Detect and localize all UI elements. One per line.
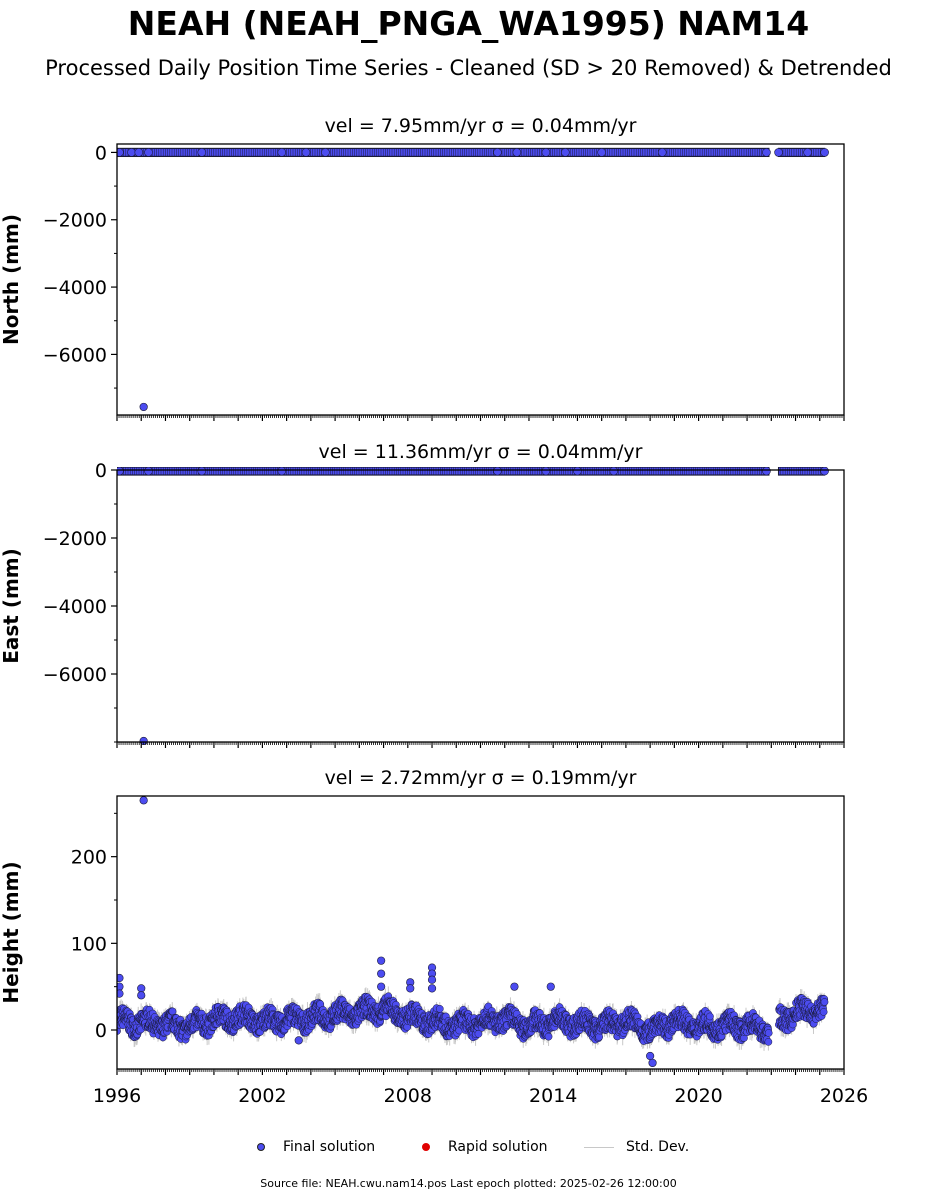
data-point [820,467,829,476]
y-tick-label: 0 [95,460,107,482]
data-point [435,1004,444,1013]
data-point [197,148,207,157]
data-point [144,467,153,476]
data-band [117,467,770,476]
data-point [657,148,667,157]
data-point [117,148,124,157]
data-layer [117,467,829,745]
data-point [493,148,502,157]
page-subtitle: Processed Daily Position Time Series - C… [45,56,892,80]
data-point [597,148,606,157]
panel-2: vel = 11.36mm/yr σ = 0.04mm/yr East (mm) 0… [0,441,845,748]
data-point [117,467,124,476]
data-point [493,467,502,476]
data-band [777,467,826,476]
panel-title: vel = 7.95mm/yr σ = 0.04mm/yr [325,115,637,137]
data-layer [117,796,829,1068]
data-point [820,148,829,157]
data-point [774,148,783,157]
y-axis-label: East (mm) [0,548,23,664]
data-point [301,148,311,157]
data-point [512,148,522,157]
y-tick-label: 0 [95,142,107,164]
data-point [277,148,287,157]
data-point [762,148,771,157]
data-point [277,467,287,476]
axes-frame [116,469,845,743]
page-title: NEAH (NEAH_PNGA_WA1995) NAM14 [127,4,810,43]
data-point [561,148,570,157]
axes-frame [116,143,845,416]
data-point [127,148,136,157]
data-point [144,148,153,157]
data-point [762,467,771,476]
data-layer [117,147,829,412]
data-point [609,467,619,476]
data-point [803,148,812,157]
y-tick-label: −2000 [43,210,107,232]
data-point [573,467,582,476]
y-tick-label: −2000 [43,528,107,550]
y-tick-label: −4000 [43,277,107,299]
y-tick-label: −6000 [43,664,107,686]
data-point [139,402,148,412]
data-point [134,148,144,157]
panel-1: vel = 7.95mm/yr σ = 0.04mm/yr North (mm) 0… [0,115,845,421]
data-band [777,147,826,158]
panel-title: vel = 11.36mm/yr σ = 0.04mm/yr [319,441,643,463]
data-point [541,148,551,157]
data-band [117,147,770,158]
panel-title: vel = 2.72mm/yr σ = 0.19mm/yr [325,767,637,789]
data-point [541,467,551,476]
y-tick-label: −6000 [43,344,107,366]
data-point [321,148,330,157]
y-tick-label: −4000 [43,596,107,618]
data-point [197,467,207,476]
panel-3: vel = 2.72mm/yr σ = 0.19mm/yr Height (mm)… [0,767,868,1107]
y-axis-label: North (mm) [0,214,23,345]
y-axis-label: Height (mm) [0,861,23,1003]
